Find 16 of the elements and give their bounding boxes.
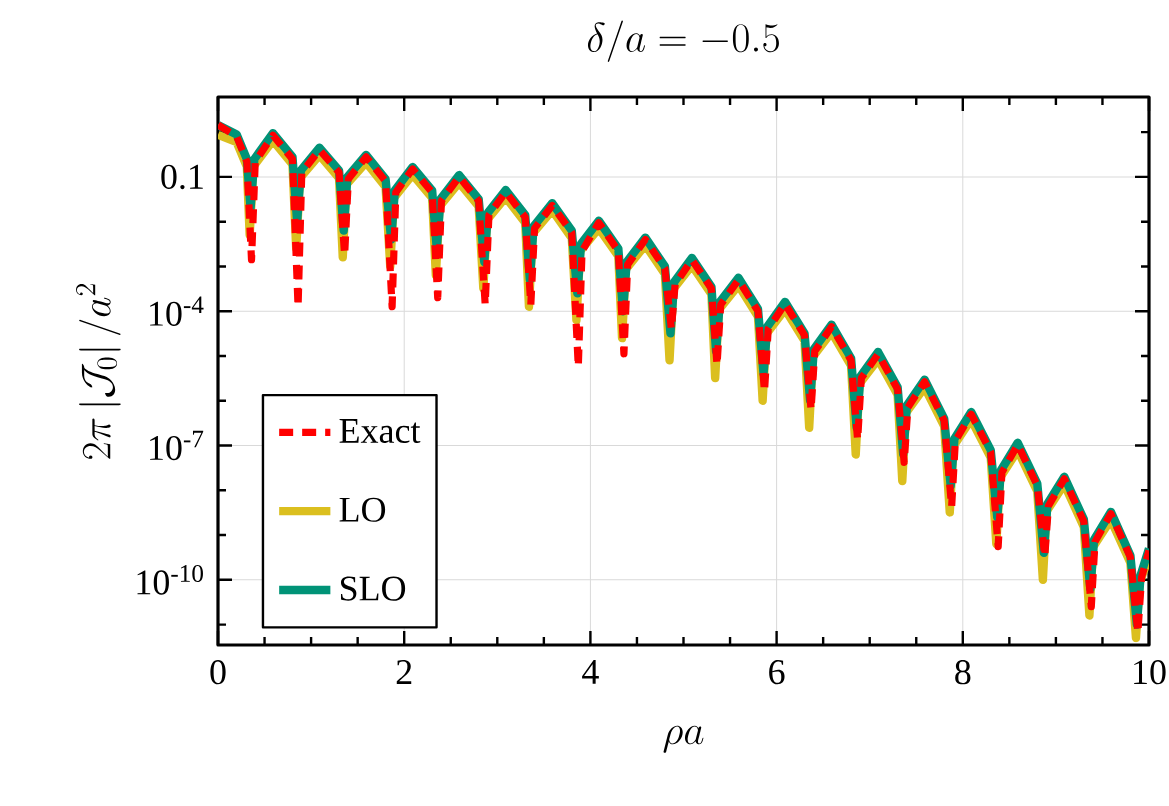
legend-label: SLO [340,576,406,601]
y-tick-label: 10$^{-10}$ [137,565,203,595]
x-tick-label: 8 [955,660,971,685]
x-axis-title: $\rho a$ [663,725,704,753]
y-tick-label: 0.1 [161,164,203,190]
y-tick-label: 10$^{-4}$ [150,296,204,326]
x-tick-label: 10 [1134,660,1166,685]
x-tick-label: 6 [769,660,785,685]
x-tick-label: 2 [396,660,412,684]
chart-title: $\delta/a = -0.5$ [587,20,779,62]
y-tick-label: 10$^{-7}$ [150,430,204,461]
x-tick-label: 4 [582,660,599,684]
legend-label: Exact [339,419,421,444]
x-tick-label: 0 [210,660,226,685]
y-axis-title: $2\pi\left|\mathcal{J}_0\right|/a^2$ [76,283,121,459]
legend-label: LO [339,497,386,522]
